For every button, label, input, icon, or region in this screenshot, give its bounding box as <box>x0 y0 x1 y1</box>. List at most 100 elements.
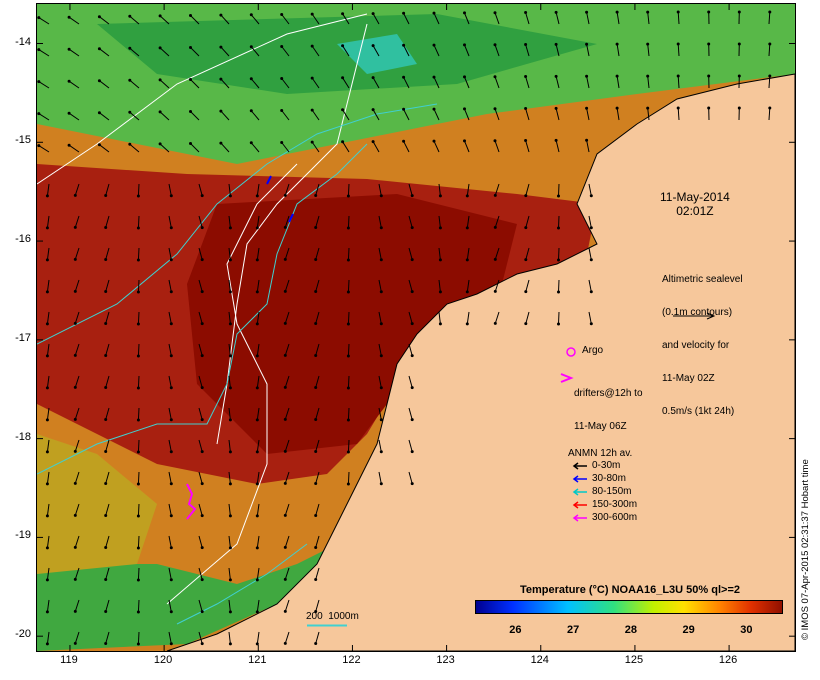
velocity-arrow <box>38 81 50 89</box>
velocity-arrow <box>494 247 500 260</box>
velocity-arrow <box>555 12 560 25</box>
velocity-arrow <box>347 183 350 197</box>
velocity-arrow <box>284 375 290 388</box>
velocity-arrow <box>378 183 382 196</box>
velocity-arrow-head <box>310 140 314 144</box>
velocity-arrow <box>198 375 203 388</box>
velocity-arrow-head <box>676 106 680 110</box>
velocity-arrow <box>616 108 620 121</box>
velocity-arrow <box>68 144 80 153</box>
velocity-arrow-head <box>255 546 259 550</box>
velocity-arrow <box>433 12 440 25</box>
velocity-arrow-head <box>465 194 469 198</box>
velocity-arrow-head <box>200 514 204 518</box>
velocity-arrow-head <box>67 47 71 51</box>
velocity-arrow <box>433 76 440 89</box>
map-panel[interactable] <box>36 3 796 652</box>
velocity-arrow-head <box>615 106 619 110</box>
velocity-arrow <box>46 631 50 644</box>
velocity-arrow <box>494 76 500 89</box>
velocity-arrow-head <box>554 10 558 14</box>
velocity-arrow <box>250 46 260 57</box>
velocity-arrow-head <box>402 139 406 143</box>
velocity-arrow-head <box>283 641 287 645</box>
velocity-arrow <box>586 140 590 153</box>
velocity-arrow <box>159 15 170 25</box>
velocity-arrow-head <box>200 290 204 294</box>
velocity-arrow <box>99 48 110 57</box>
timestamp-time: 02:01Z <box>676 204 714 218</box>
velocity-arrow <box>677 75 680 89</box>
velocity-arrow <box>159 47 170 57</box>
velocity-arrow-head <box>136 258 140 262</box>
velocity-arrow <box>677 11 680 25</box>
velocity-arrow-head <box>45 642 49 646</box>
velocity-arrow-head <box>371 76 375 80</box>
velocity-arrow-head <box>104 354 108 357</box>
velocity-arrow <box>228 183 231 196</box>
velocity-arrow-head <box>189 78 192 81</box>
timestamp-label: 11-May-2014 02:01Z <box>660 190 730 218</box>
velocity-arrow <box>378 247 382 260</box>
velocity-arrow <box>198 279 203 292</box>
velocity-arrow-head <box>346 482 350 486</box>
velocity-arrow <box>198 535 203 548</box>
velocity-arrow <box>190 111 200 121</box>
velocity-arrow <box>137 567 140 581</box>
velocity-arrow-head <box>737 10 741 14</box>
velocity-arrow-head <box>228 386 232 390</box>
velocity-arrow <box>198 439 203 452</box>
velocity-arrow <box>228 471 231 484</box>
velocity-arrow <box>311 45 320 57</box>
velocity-arrow <box>403 141 410 153</box>
velocity-arrow-head <box>676 42 680 46</box>
velocity-arrow <box>159 111 170 121</box>
velocity-arrow-head <box>346 450 350 454</box>
velocity-arrow <box>46 439 50 452</box>
velocity-arrow-head <box>463 11 466 15</box>
velocity-arrow <box>768 11 771 25</box>
velocity-arrow <box>46 407 50 420</box>
velocity-arrow-head <box>463 107 466 111</box>
velocity-arrow-head <box>432 11 436 15</box>
velocity-arrow <box>347 311 350 325</box>
velocity-arrow-head <box>379 386 383 390</box>
velocity-arrow-head <box>707 10 711 14</box>
velocity-arrow <box>99 80 110 89</box>
velocity-arrow <box>74 407 80 420</box>
velocity-arrow <box>284 535 290 548</box>
velocity-arrow <box>74 503 80 516</box>
drifters-label-line: drifters@12h to <box>574 388 643 399</box>
velocity-arrow <box>342 109 350 121</box>
velocity-arrow-head <box>410 258 414 262</box>
anmn-legend-item: 150-300m <box>572 499 637 510</box>
velocity-arrow <box>228 311 231 324</box>
velocity-arrow <box>284 599 290 612</box>
velocity-arrow-head <box>255 418 259 422</box>
velocity-arrow-head <box>615 10 619 14</box>
velocity-arrow <box>168 375 172 388</box>
velocity-arrow-head <box>524 258 528 262</box>
velocity-arrow-head <box>136 354 140 358</box>
velocity-arrow <box>281 142 290 153</box>
velocity-arrow-head <box>37 48 41 52</box>
velocity-arrow <box>129 111 140 121</box>
colorbar-tick-label: 29 <box>682 624 695 636</box>
velocity-arrow <box>403 109 410 121</box>
velocity-arrow-head <box>45 386 49 390</box>
velocity-arrow-head <box>493 139 497 143</box>
velocity-arrow-head <box>255 514 259 518</box>
velocity-arrow-head <box>45 194 49 198</box>
velocity-arrow <box>281 78 290 89</box>
velocity-arrow <box>378 471 382 484</box>
velocity-arrow-head <box>158 142 162 146</box>
velocity-arrow-head <box>554 42 558 46</box>
velocity-arrow <box>466 311 470 324</box>
velocity-arrow <box>347 375 350 389</box>
velocity-arrow-head <box>37 80 41 84</box>
velocity-arrow-head <box>169 482 173 486</box>
isobath-line <box>176 543 308 625</box>
velocity-arrow-head <box>280 77 284 80</box>
velocity-arrow <box>198 215 203 228</box>
velocity-arrow-head <box>228 610 232 614</box>
